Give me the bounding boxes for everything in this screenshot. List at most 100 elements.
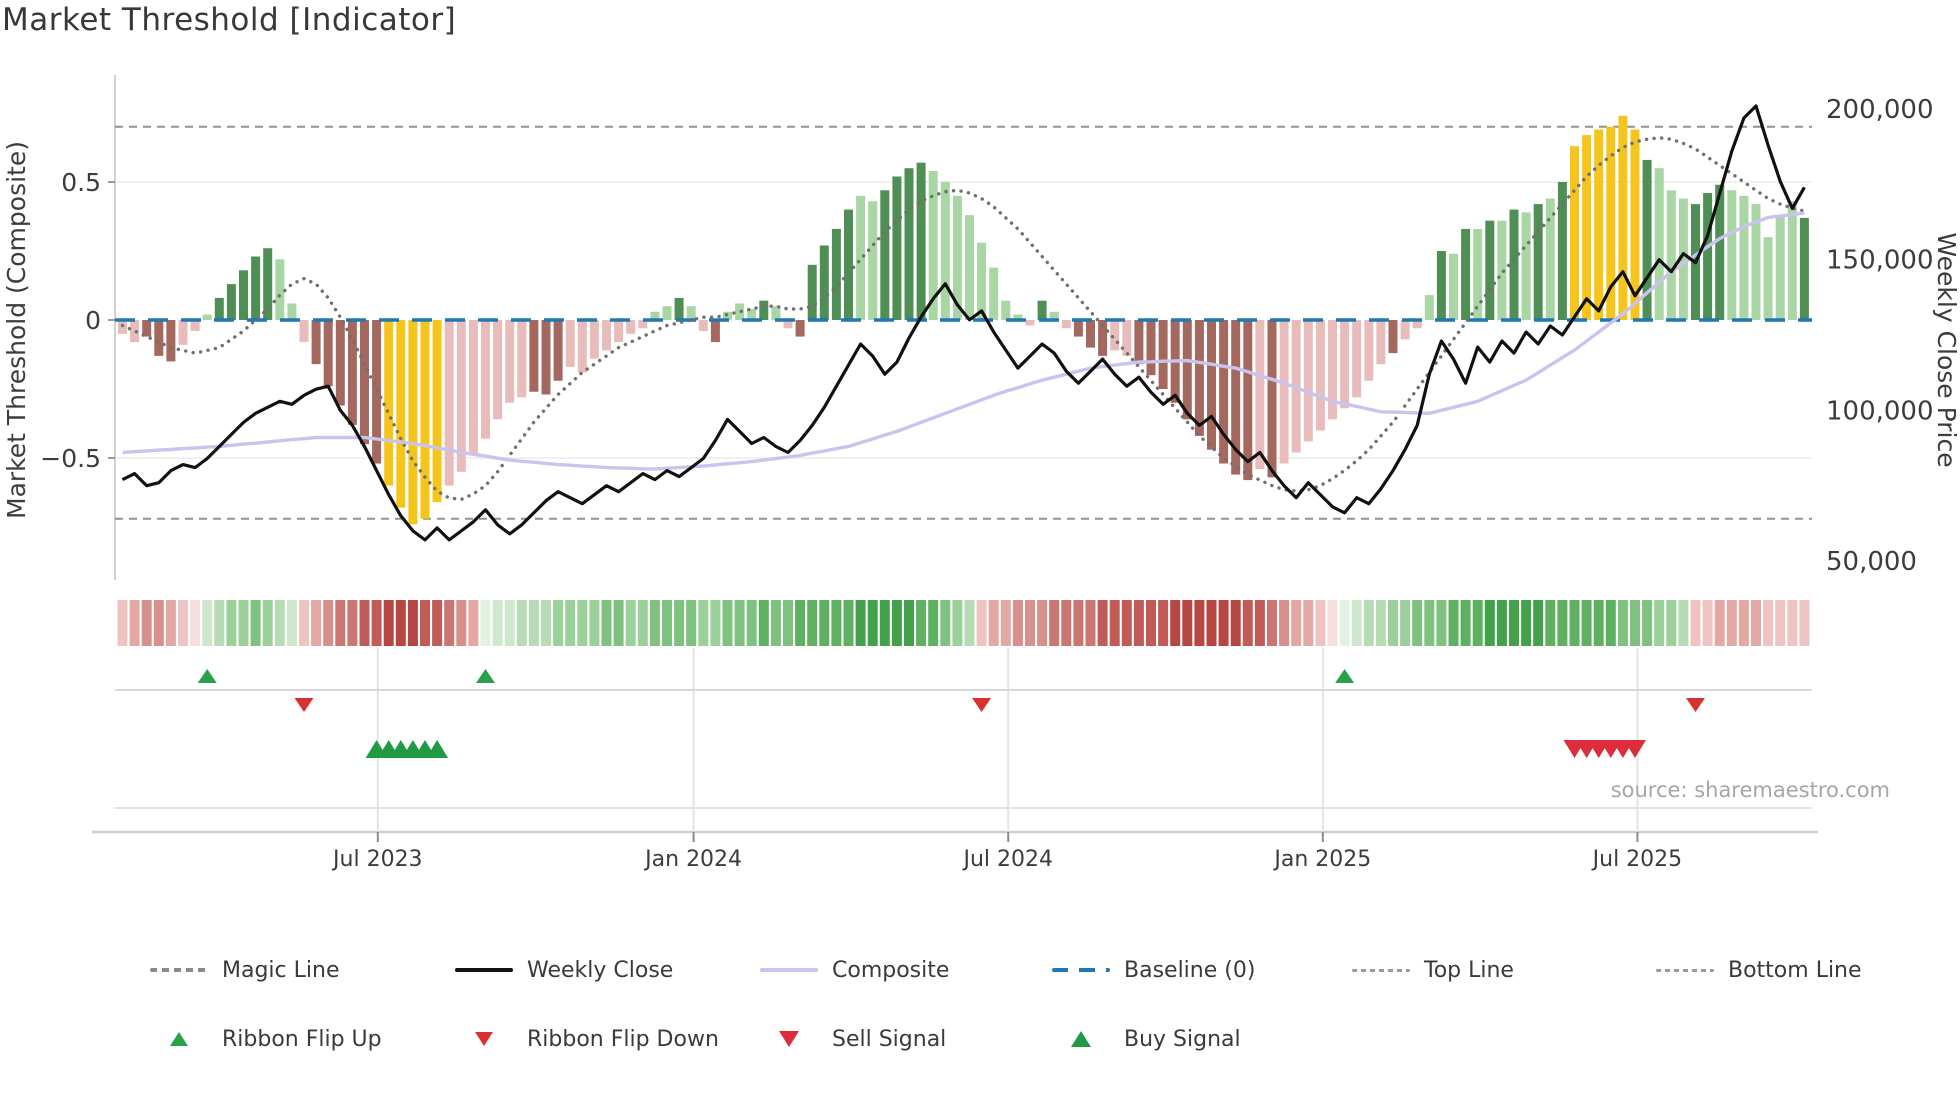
threshold-bar (904, 168, 914, 320)
threshold-bar (360, 320, 369, 445)
ribbon-cell (1654, 600, 1665, 646)
threshold-bar (444, 320, 454, 486)
ribbon-cell (904, 600, 914, 646)
threshold-bar (1775, 215, 1785, 320)
right-tick-label: 150,000 (1826, 246, 1934, 276)
threshold-bar (916, 162, 926, 320)
ribbon-cell (589, 600, 600, 646)
threshold-bar (1340, 320, 1350, 409)
x-tick-label: Jan 2025 (1272, 847, 1371, 872)
ribbon-cell (1012, 600, 1023, 646)
ribbon-cell (323, 600, 334, 646)
threshold-bar (1122, 320, 1132, 356)
ribbon-cell (1182, 600, 1193, 646)
threshold-bar (1557, 182, 1567, 320)
ribbon-flip-up-icon (150, 1032, 208, 1046)
ribbon-cell (686, 600, 697, 646)
ribbon-cell (553, 600, 564, 646)
ribbon-cell (674, 600, 685, 646)
ribbon-cell (1254, 600, 1265, 646)
threshold-bar (1061, 320, 1071, 329)
ribbon-cell (468, 600, 479, 646)
ribbon-cell (1751, 600, 1761, 646)
threshold-bar (565, 320, 575, 367)
ribbon-cell (444, 600, 455, 646)
threshold-bar (214, 297, 224, 320)
threshold-bar (819, 245, 829, 320)
ribbon-cell (1218, 600, 1229, 646)
ribbon-cell (1484, 600, 1495, 646)
threshold-bar (130, 320, 140, 343)
ribbon-cell (202, 600, 213, 646)
ribbon-cell (311, 600, 322, 646)
ribbon-cell (480, 600, 491, 646)
threshold-bar (553, 320, 563, 381)
threshold-bar (1037, 300, 1047, 320)
legend-item-bottom-line: Bottom Line (1656, 955, 1862, 985)
legend-item-weekly-close: Weekly Close (455, 955, 673, 985)
ribbon-cell (1521, 600, 1532, 646)
ribbon-cell (1133, 600, 1144, 646)
ribbon-cell (1472, 600, 1483, 646)
ribbon-cell (371, 600, 382, 646)
ribbon-cell (238, 600, 249, 646)
ribbon-cell (1327, 600, 1338, 646)
ribbon-cell (1630, 600, 1640, 646)
ribbon-cell (1109, 600, 1120, 646)
ribbon-cell (1787, 600, 1798, 646)
ribbon-cell (698, 600, 709, 646)
ribbon-cell (1049, 600, 1060, 646)
threshold-bar (1182, 320, 1192, 420)
threshold-bar (408, 320, 418, 525)
threshold-bar (650, 311, 660, 320)
threshold-bar (807, 264, 817, 320)
ribbon-cell (1617, 600, 1628, 646)
threshold-bar (1158, 320, 1168, 389)
ribbon-cell (1025, 600, 1035, 646)
ribbon-cell (1073, 600, 1084, 646)
threshold-bar (977, 242, 987, 320)
threshold-bar (1279, 320, 1289, 464)
right-tick-label: 200,000 (1826, 95, 1934, 125)
threshold-bar (335, 320, 345, 406)
ribbon-cell (795, 600, 806, 646)
threshold-bar (226, 284, 236, 320)
threshold-bar (1678, 198, 1688, 320)
ribbon-cell (916, 600, 927, 646)
ribbon-cell (262, 600, 273, 646)
left-tick-label: 0.5 (61, 168, 101, 197)
ribbon-cell (492, 600, 503, 646)
ribbon-cell (1726, 600, 1737, 646)
threshold-bar (1545, 198, 1555, 320)
ribbon-cell (1267, 600, 1277, 646)
ribbon-cell (625, 600, 636, 646)
threshold-bar (1207, 320, 1216, 450)
ribbon-cell (770, 600, 781, 646)
legend-label: Weekly Close (527, 957, 674, 983)
threshold-bar (1787, 201, 1797, 320)
sell-signal-marker (1624, 740, 1646, 758)
threshold-bar (1376, 320, 1386, 365)
threshold-bar (674, 297, 684, 320)
ribbon-cell (1714, 600, 1725, 646)
ribbon-cell (420, 600, 430, 646)
threshold-bar (432, 320, 442, 503)
threshold-bar (614, 320, 624, 343)
ribbon-cell (928, 600, 939, 646)
threshold-bar (1461, 228, 1471, 320)
threshold-bar (287, 303, 297, 320)
threshold-bar (1739, 195, 1749, 320)
left-tick-label: 0 (85, 306, 101, 335)
ribbon-cell (1775, 600, 1786, 646)
threshold-bar (880, 190, 890, 320)
ribbon-cell (407, 600, 418, 646)
legend-label: Buy Signal (1124, 1026, 1241, 1052)
ribbon-cell (1678, 600, 1689, 646)
legend-item-composite: Composite (760, 955, 949, 985)
threshold-bar (1231, 320, 1241, 475)
ribbon-cell (952, 600, 963, 646)
ribbon-cell (1509, 600, 1519, 646)
ribbon-cell (347, 600, 358, 646)
legend-label: Ribbon Flip Up (222, 1026, 382, 1052)
